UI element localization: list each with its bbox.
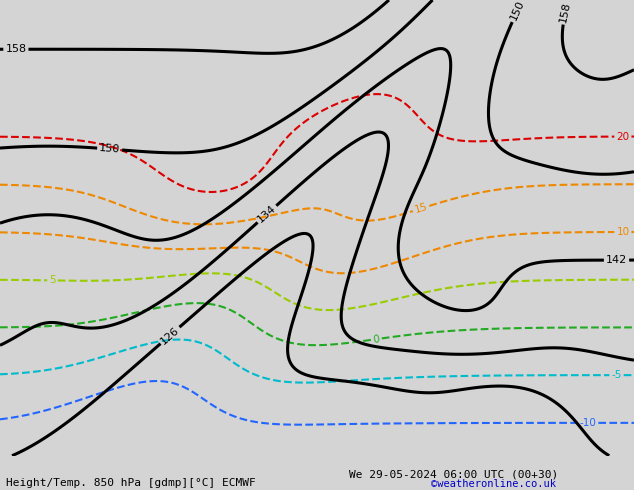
Text: 15: 15 [413, 202, 429, 215]
Text: -10: -10 [579, 418, 597, 428]
Text: 158: 158 [5, 44, 27, 54]
Text: 10: 10 [616, 227, 630, 237]
Text: 142: 142 [606, 255, 627, 265]
Text: 0: 0 [373, 334, 380, 344]
Text: Height/Temp. 850 hPa [gdmp][°C] ECMWF: Height/Temp. 850 hPa [gdmp][°C] ECMWF [6, 478, 256, 488]
Text: 150: 150 [508, 0, 526, 22]
Text: 20: 20 [616, 131, 630, 142]
Text: 134: 134 [256, 203, 278, 225]
Text: ©weatheronline.co.uk: ©weatheronline.co.uk [431, 479, 556, 489]
Text: 150: 150 [99, 143, 120, 155]
Text: 158: 158 [559, 1, 573, 24]
Text: We 29-05-2024 06:00 UTC (00+30): We 29-05-2024 06:00 UTC (00+30) [349, 469, 558, 479]
Text: 126: 126 [158, 325, 181, 346]
Text: -5: -5 [611, 370, 622, 380]
Text: 5: 5 [49, 275, 56, 286]
